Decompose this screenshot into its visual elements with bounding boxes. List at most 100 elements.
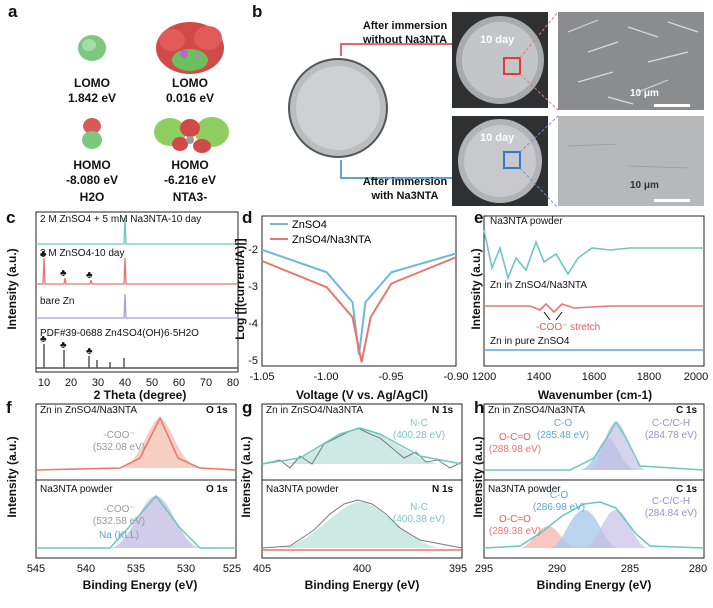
d-xtick: -0.90: [443, 371, 468, 383]
f-xtick: 545: [27, 563, 45, 575]
g-top-peak: N-C: [410, 418, 428, 429]
scale-bar-top: 10 μm: [630, 88, 659, 99]
h2o-lomo-title: LOMO: [74, 76, 110, 90]
c-trace-label-3: bare Zn: [40, 296, 75, 307]
h-xtick: 295: [475, 563, 493, 575]
e-xtick: 1600: [582, 371, 606, 383]
f-xtick: 540: [77, 563, 95, 575]
arrows: [340, 40, 461, 182]
c-trace-label-2: 2 M ZnSO4-10 day: [40, 248, 125, 259]
h-bottom-sample: Na3NTA powder: [488, 484, 561, 495]
e-ylabel: Intensity (a.u.): [469, 248, 483, 330]
h-top-peak-co: C-O: [553, 418, 573, 429]
h2o-lomo-orbital: [78, 35, 106, 61]
c-xticks: 10 20 30 40 50 60 70 80: [38, 377, 239, 389]
phase-markers: ♣ ♣ ♣ ♣ ♣ ♣: [40, 249, 93, 357]
e-trace-label-1: Na3NTA powder: [490, 216, 563, 227]
f-xlabel: Binding Energy (eV): [82, 578, 198, 592]
tafel-series-2: [261, 256, 457, 363]
panel-a-letter: a: [8, 2, 18, 21]
h-top-peak-co-ev: (285.48 eV): [536, 430, 590, 441]
f-top-peak-ev: (532.08 eV): [92, 442, 146, 453]
h-xtick: 280: [689, 563, 707, 575]
h-top-peak-cc: C-C/C-H: [651, 418, 691, 429]
sem-image-without: [558, 12, 704, 110]
panel-b-letter: b: [252, 2, 263, 21]
d-xlabel: Voltage (V vs. Ag/AgCl): [295, 388, 428, 402]
caption-without-1: After immersion: [362, 20, 448, 32]
d-xtick: -1.05: [249, 371, 274, 383]
f-xtick: 525: [223, 563, 241, 575]
g-bottom-peak: N-C: [410, 502, 428, 513]
g-top-peak-ev: (400.28 eV): [392, 430, 446, 441]
e-xtick: 1800: [637, 371, 661, 383]
xrd-trace-3: [36, 293, 238, 319]
zoom-lines: [520, 12, 559, 209]
h-top-peak-cc-ev: (284.78 eV): [644, 430, 698, 441]
nta-homo-title: HOMO: [171, 158, 209, 172]
svg-text:♣: ♣: [86, 346, 93, 357]
f-bottom-peak2: Na (KLL): [98, 530, 139, 541]
panel-c-xrd: ♣ ♣ ♣ ♣ ♣ ♣ 10 20 30 40 50 60 70 80: [35, 211, 239, 389]
g-xtick: 405: [253, 563, 271, 575]
d-xtick: -0.95: [378, 371, 403, 383]
caption-without-2: without Na3NTA: [362, 34, 448, 46]
nta-name: NTA3-: [172, 190, 208, 204]
g-xlabel: Binding Energy (eV): [304, 578, 420, 592]
e-xtick: 1400: [527, 371, 551, 383]
c-xlabel: 2 Theta (degree): [93, 388, 187, 402]
panel-e-ftir: 1200 1400 1600 1800 2000: [472, 215, 708, 383]
h-xtick: 285: [621, 563, 639, 575]
h-bottom-peak-cc: C-C/C-H: [651, 496, 691, 507]
d-ytick: -2: [248, 244, 258, 256]
d-legend-2: ZnSO4/Na3NTA: [292, 234, 372, 246]
g-top-element: N 1s: [432, 405, 454, 416]
f-top-element: O 1s: [206, 405, 228, 416]
h-bottom-peak-oco: O-C=O: [499, 514, 531, 525]
xrd-trace-2: [36, 257, 238, 285]
g-xtick: 400: [353, 563, 371, 575]
caption-with-2: with Na3NTA: [371, 190, 439, 202]
e-xlabel: Wavenumber (cm-1): [537, 388, 653, 402]
panel-f-xps: 545 540 535 530 525: [27, 403, 241, 575]
panel-g-xps: 405 400 395: [253, 403, 467, 575]
panel-g-letter: g: [242, 398, 253, 417]
c-ylabel: Intensity (a.u.): [5, 248, 19, 330]
h2o-homo-value: -8.080 eV: [65, 173, 119, 187]
e-xtick: 2000: [684, 371, 708, 383]
c-xtick: 50: [146, 377, 158, 389]
h-top-sample: Zn in ZnSO4/Na3NTA: [488, 405, 586, 416]
h2o-homo-title: HOMO: [73, 158, 111, 172]
sem-image-with: [558, 116, 704, 206]
panel-d-letter: d: [242, 208, 253, 227]
svg-text:♣: ♣: [60, 340, 67, 351]
c-trace-label-4: PDF#39-0688 Zn4SO4(OH)6·5H2O: [40, 328, 199, 339]
panel-h-xps: 295 290 285 280: [475, 403, 707, 575]
f-bottom-peak: -COO⁻: [103, 504, 135, 515]
svg-text:♣: ♣: [40, 249, 47, 260]
caption-with-1: After immersion: [362, 176, 448, 188]
zn-disc-with-nta: [452, 116, 548, 206]
d-ylabel: Log [|(current/A)|]: [233, 238, 247, 340]
c-xtick: 80: [227, 377, 239, 389]
h-top-peak-oco-ev: (288.98 eV): [488, 444, 542, 455]
ftir-trace-1: [483, 229, 704, 281]
h2o-lomo-value: 1.842 eV: [67, 91, 117, 105]
zn-disc-pristine: [288, 58, 388, 158]
c-xtick: 10: [38, 377, 50, 389]
nta-lomo-value: 0.016 eV: [165, 91, 215, 105]
d-xtick: -1.00: [313, 371, 338, 383]
nta-lomo-orbital: [156, 22, 224, 74]
nta-homo-value: -6.216 eV: [163, 173, 217, 187]
d-legend-1: ZnSO4: [292, 219, 327, 231]
xrd-pdf-ref: [36, 344, 238, 369]
nta-homo-orbital: [154, 117, 229, 153]
panel-c-letter: c: [6, 208, 16, 227]
h-top-element: C 1s: [676, 405, 698, 416]
c-xtick: 40: [119, 377, 131, 389]
f-bottom-peak-ev: (532.58 eV): [92, 516, 146, 527]
c-xtick: 60: [173, 377, 185, 389]
h-bottom-peak-cc-ev: (284.84 eV): [644, 508, 698, 519]
g-xtick: 395: [449, 563, 467, 575]
f-top-peak: -COO⁻: [103, 430, 135, 441]
